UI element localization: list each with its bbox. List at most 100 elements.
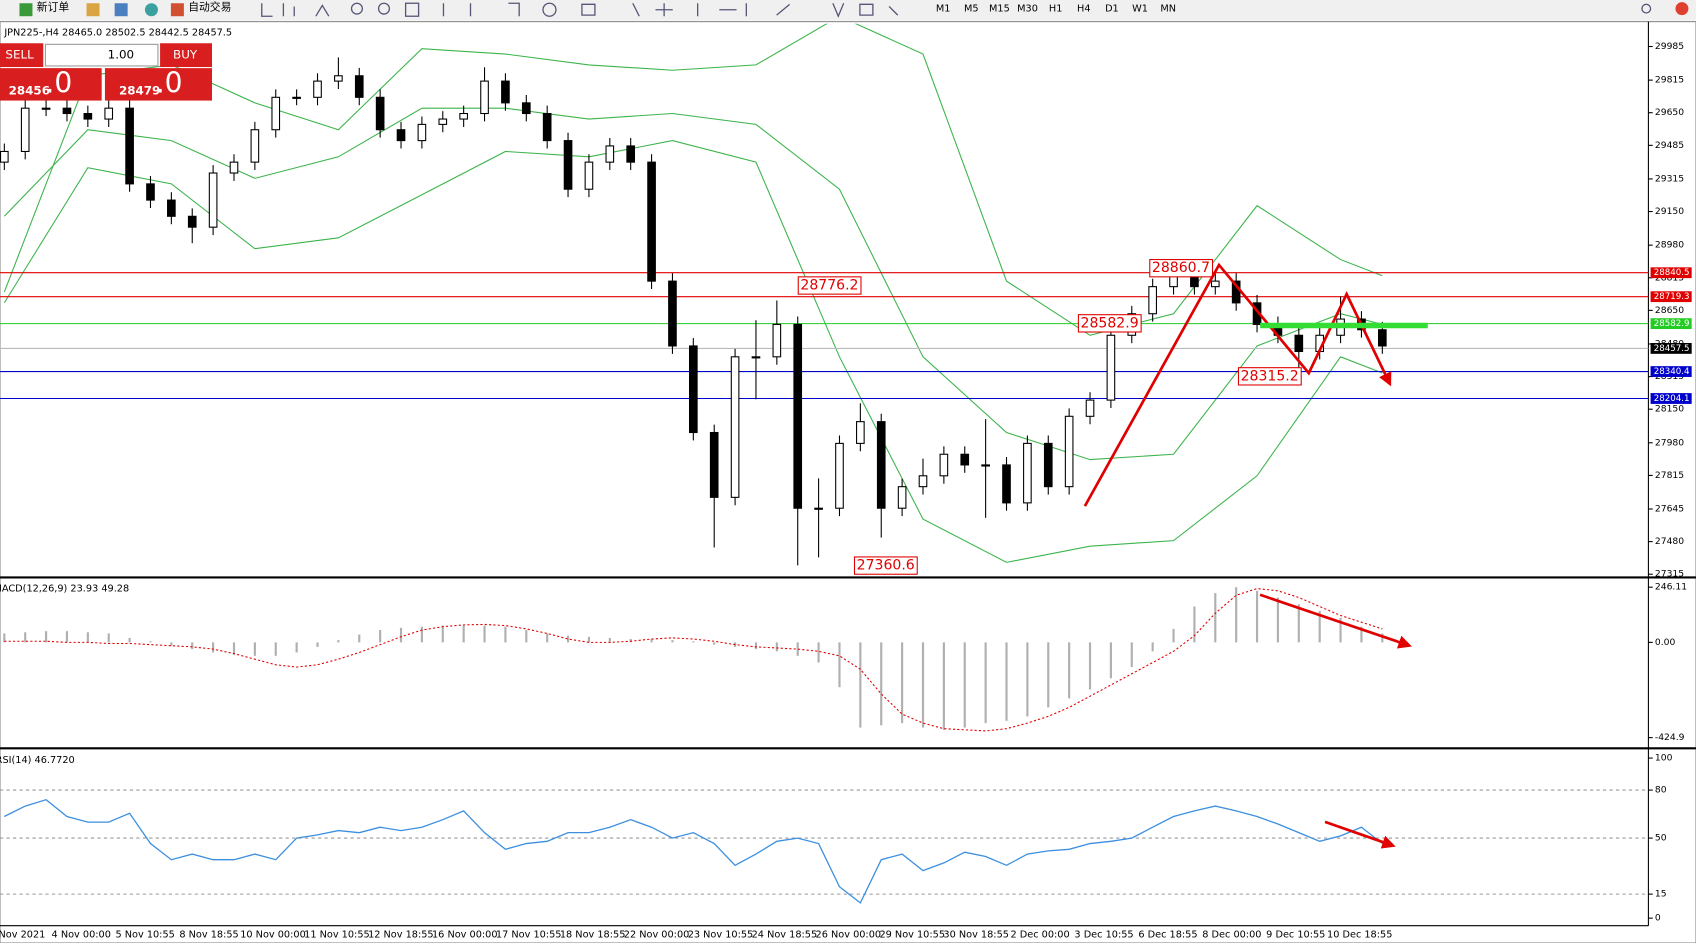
annotation-box (797, 276, 862, 295)
toolbar-icon[interactable] (86, 3, 100, 17)
y-tick-label: 28150 (1655, 404, 1684, 415)
price-level-label: 28204.1 (1654, 394, 1690, 404)
bid-price-fraction[interactable]: .0 (45, 66, 72, 99)
macd-bar (1235, 587, 1238, 643)
candle-body (1148, 286, 1157, 315)
time-axis-label: 10 Dec 18:55 (1327, 929, 1392, 940)
timeframe-button[interactable]: H1 (1049, 4, 1063, 15)
macd-bar (984, 642, 987, 724)
volume-field[interactable] (44, 43, 159, 67)
timeframe-bar: M1 M5 M15 M30 H1 H4 D1 W1 MN (936, 4, 1176, 15)
macd-bar (1339, 617, 1342, 643)
candle-body (292, 96, 301, 99)
tile-icon[interactable] (404, 2, 420, 17)
zoom-out-icon[interactable] (377, 2, 391, 15)
macd-bar (754, 642, 758, 650)
candle-body (939, 453, 949, 477)
annotation-box (1077, 314, 1142, 333)
timeframe-button[interactable]: M15 (989, 4, 1010, 15)
drawing-tools[interactable] (442, 2, 899, 18)
candle-body (438, 118, 448, 125)
rsi-divergence-arrow (1324, 820, 1396, 849)
y-tick-label: 29815 (1655, 75, 1684, 86)
candle-body (20, 107, 30, 153)
volume-value[interactable]: 1.00 (108, 48, 134, 62)
macd-bar (295, 642, 298, 653)
search-icon[interactable] (1641, 3, 1652, 14)
time-axis-label: 18 Nov 18:55 (560, 929, 626, 940)
rsi-panel (0, 789, 1649, 904)
candle-body (125, 107, 134, 185)
bollinger-upper (3, 23, 1383, 336)
auto-trading-button[interactable]: 自动交易 (188, 0, 231, 14)
buy-label[interactable]: BUY (173, 48, 198, 62)
macd-bar (1130, 642, 1133, 668)
y-tick-label: 80 (1655, 785, 1667, 796)
candle-body (1106, 334, 1116, 401)
time-axis-label: 3 Dec 10:55 (1074, 929, 1133, 940)
y-tick-label: 27815 (1655, 470, 1684, 481)
sell-button[interactable] (0, 43, 44, 68)
price-level-tag (1650, 318, 1692, 330)
y-tick-label: 246.11 (1655, 582, 1687, 593)
zoom-in-icon[interactable] (350, 2, 363, 15)
ask-box[interactable] (104, 68, 212, 101)
time-axis-label: 29 Nov 10:55 (879, 929, 945, 940)
candle-body (1023, 442, 1032, 504)
candle-body (313, 80, 322, 98)
rsi-title: RSI(14) 46.7720 (0, 755, 75, 766)
y-tick-label: 50 (1655, 833, 1667, 844)
timeframe-button[interactable]: W1 (1132, 4, 1148, 15)
price-level-tag (1650, 393, 1692, 404)
macd-bar (274, 642, 277, 656)
ask-price[interactable]: 28479 (119, 83, 160, 97)
rsi-line (4, 798, 1383, 904)
auto-trading-icon[interactable] (170, 3, 184, 17)
candle-body (521, 102, 531, 115)
time-axis-label: 2 Nov 2021 (0, 929, 45, 940)
chart-type-icons[interactable] (261, 3, 330, 17)
macd-bar (587, 636, 591, 643)
time-axis-label: 8 Nov 18:55 (179, 929, 238, 940)
macd-bar (232, 642, 236, 655)
timeframe-button[interactable]: M1 (936, 4, 951, 15)
toolbar-tools (261, 2, 1652, 18)
new-order-icon[interactable] (19, 3, 33, 17)
buy-button[interactable] (160, 43, 212, 68)
annotation-label: 28582.9 (1081, 315, 1139, 331)
macd-bar (1214, 593, 1217, 643)
bid-price[interactable]: 28456 (9, 83, 50, 97)
timeframe-button[interactable]: D1 (1105, 4, 1119, 15)
notification-icon[interactable] (1675, 2, 1689, 16)
y-tick-label: 0.00 (1655, 637, 1676, 648)
timeframe-button[interactable]: M30 (1017, 4, 1038, 15)
y-tick-label: -424.9 (1655, 732, 1685, 743)
toolbar-icon[interactable] (144, 3, 158, 17)
candle-body (83, 112, 93, 120)
timeframe-button[interactable]: MN (1160, 4, 1176, 15)
macd-bar (880, 642, 883, 726)
timeframe-button[interactable]: M5 (964, 4, 979, 15)
toolbar-icon[interactable] (114, 3, 128, 17)
macd-bar (1255, 590, 1259, 643)
candle-body (981, 464, 990, 467)
ask-price-fraction[interactable]: .0 (156, 66, 183, 99)
price-level-tag (1650, 291, 1692, 303)
candle-body (62, 107, 72, 115)
time-axis-label: 5 Nov 10:55 (115, 929, 174, 940)
candle-body (501, 80, 510, 104)
annotation-label: 28860.7 (1152, 260, 1210, 276)
bid-box[interactable] (0, 68, 102, 101)
time-axis-label: 6 Dec 18:55 (1138, 929, 1197, 940)
candle-body (542, 112, 552, 142)
macd-bar (358, 634, 361, 643)
candle-body (396, 129, 406, 142)
macd-bar (1005, 642, 1008, 721)
y-tick-label: 27315 (1655, 569, 1684, 580)
annotation-box (1237, 367, 1302, 386)
new-order-button[interactable]: 新订单 (37, 0, 70, 14)
sell-label[interactable]: SELL (5, 48, 34, 62)
timeframe-button[interactable]: H4 (1077, 4, 1091, 15)
macd-bar (963, 642, 966, 728)
